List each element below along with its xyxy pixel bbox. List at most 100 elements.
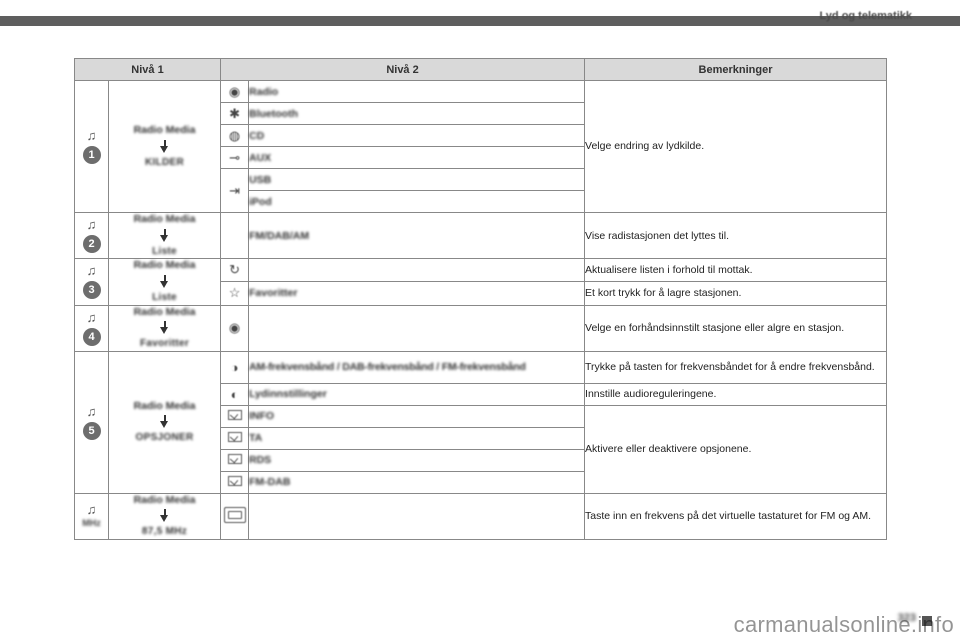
checkbox-icon: [228, 476, 242, 486]
l2-label: Radio: [249, 81, 585, 103]
down-arrow-icon: [160, 509, 169, 523]
row-icon: [221, 493, 249, 539]
step-number: 4: [83, 328, 101, 346]
l1-title: Radio Media: [109, 259, 220, 273]
group2-l1: Radio Media Liste: [109, 213, 221, 259]
remark: Innstille audioreguleringene.: [585, 383, 887, 405]
row-icon: ◐: [221, 383, 249, 405]
row-icon: ↻: [221, 259, 249, 282]
group1-remark: Velge endring av lydkilde.: [585, 81, 887, 213]
music-note-icon: ♫: [87, 129, 97, 142]
group4-l1: Radio Media Favoritter: [109, 305, 221, 351]
group5-remark-opts: Aktivere eller deaktivere opsjonene.: [585, 405, 887, 493]
music-note-icon: ♫: [87, 264, 97, 277]
menu-table: Nivå 1 Nivå 2 Bemerkninger ♫ 1 Radio Med…: [74, 58, 887, 540]
step-number: 3: [83, 281, 101, 299]
music-note-icon: ♫: [87, 405, 97, 418]
col-header-2: Nivå 2: [221, 59, 585, 81]
group2-remark: Vise radistasjonen det lyttes til.: [585, 213, 887, 259]
l1-sub: 87,5 MHz: [142, 526, 187, 537]
remark: Aktualisere listen i forhold til mottak.: [585, 259, 887, 282]
band-icon: ◑: [231, 360, 239, 375]
l1-title: Radio Media: [109, 400, 220, 414]
checkbox-icon: [228, 432, 242, 442]
page-header: Lyd og telematikk: [819, 10, 912, 22]
sound-icon: ◐: [231, 387, 239, 402]
l2-label: [249, 305, 585, 351]
l1-sub: OPSJONER: [136, 432, 194, 443]
usb-icon: ⇥: [229, 183, 240, 199]
group1-l1: Radio Media KILDER: [109, 81, 221, 213]
checkbox-icon: [228, 410, 242, 420]
down-arrow-icon: [160, 229, 169, 243]
refresh-icon: ↻: [229, 262, 240, 278]
l2-label: Favoritter: [249, 282, 585, 305]
checkbox-icon: [228, 454, 242, 464]
group5-icon-cell: ♫ 5: [75, 351, 109, 493]
l1-sub: KILDER: [145, 157, 184, 168]
keyboard-icon: [224, 507, 246, 523]
music-note-icon: ♫: [87, 311, 97, 324]
down-arrow-icon: [160, 415, 169, 429]
music-note-icon: ♫: [87, 218, 97, 231]
step-number: 5: [83, 422, 101, 440]
aux-icon: ⊸: [229, 150, 240, 166]
l2-label: [249, 493, 585, 539]
l1-title: Radio Media: [109, 213, 220, 227]
bluetooth-icon: ✱: [229, 106, 240, 122]
row-icon: ⇥: [221, 169, 249, 213]
row-icon: ☆: [221, 282, 249, 305]
l1-title: Radio Media: [109, 124, 220, 138]
row-icon: [221, 427, 249, 449]
l2-label: FM-DAB: [249, 471, 585, 493]
row-icon: ✱: [221, 103, 249, 125]
row-icon: ◍: [221, 125, 249, 147]
row-icon: [221, 213, 249, 259]
l1-title: Radio Media: [109, 494, 220, 508]
down-arrow-icon: [160, 321, 169, 335]
watermark: carmanualsonline.info: [734, 612, 954, 638]
l2-label: USB: [249, 169, 585, 191]
l2-label: [249, 259, 585, 282]
l2-label: Bluetooth: [249, 103, 585, 125]
cd-icon: ◍: [229, 128, 240, 144]
group4-remark: Velge en forhåndsinnstilt stasjone eller…: [585, 305, 887, 351]
row-icon: ◉: [221, 305, 249, 351]
group1-icon-cell: ♫ 1: [75, 81, 109, 213]
group2-icon-cell: ♫ 2: [75, 213, 109, 259]
row-icon: [221, 449, 249, 471]
l2-label: FM/DAB/AM: [249, 213, 585, 259]
l1-sub: Liste: [152, 246, 177, 257]
l1-sub: Favoritter: [140, 338, 189, 349]
l2-label: AM-frekvensbånd / DAB-frekvensbånd / FM-…: [249, 351, 585, 383]
group6-remark: Taste inn en frekvens på det virtuelle t…: [585, 493, 887, 539]
row-icon: [221, 405, 249, 427]
l2-label: CD: [249, 125, 585, 147]
row-icon: [221, 471, 249, 493]
row-icon: ◉: [221, 81, 249, 103]
star-icon: ☆: [229, 285, 241, 301]
l2-label: RDS: [249, 449, 585, 471]
radio-icon: ◉: [229, 84, 240, 100]
col-header-1: Nivå 1: [75, 59, 221, 81]
header-band: [0, 16, 960, 26]
l1-sub: Liste: [152, 292, 177, 303]
l2-label: iPod: [249, 191, 585, 213]
group6-l1: Radio Media 87,5 MHz: [109, 493, 221, 539]
row-icon: ◑: [221, 351, 249, 383]
row-icon: ⊸: [221, 147, 249, 169]
remark: Trykke på tasten for frekvensbåndet for …: [585, 351, 887, 383]
group4-icon-cell: ♫ 4: [75, 305, 109, 351]
remark: Et kort trykk for å lagre stasjonen.: [585, 282, 887, 305]
l1-title: Radio Media: [109, 306, 220, 320]
group6-icon-cell: ♫ MHz: [75, 493, 109, 539]
l2-label: Lydinnstillinger: [249, 383, 585, 405]
preset-icon: ◉: [229, 320, 240, 336]
col-header-3: Bemerkninger: [585, 59, 887, 81]
step-number: 2: [83, 235, 101, 253]
group5-l1: Radio Media OPSJONER: [109, 351, 221, 493]
l2-label: TA: [249, 427, 585, 449]
freq-mini-icon: MHz: [82, 518, 101, 528]
down-arrow-icon: [160, 140, 169, 154]
down-arrow-icon: [160, 275, 169, 289]
